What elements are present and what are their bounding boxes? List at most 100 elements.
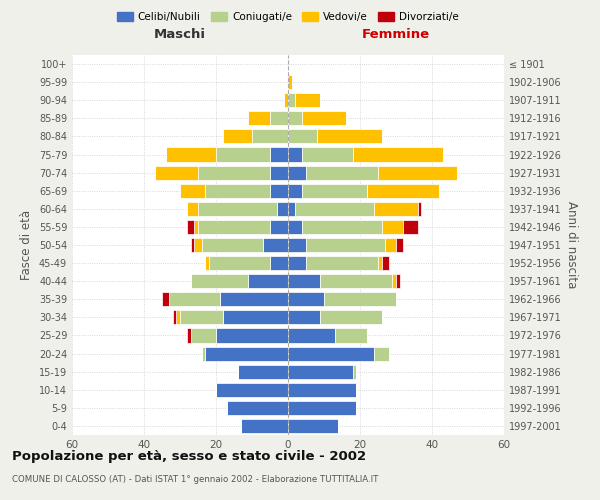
- Bar: [288, 328, 335, 342]
- Bar: [288, 401, 356, 415]
- Bar: [374, 202, 418, 216]
- Bar: [187, 328, 191, 342]
- Bar: [302, 112, 346, 126]
- Bar: [382, 220, 403, 234]
- Bar: [324, 292, 396, 306]
- Bar: [220, 292, 288, 306]
- Bar: [198, 202, 277, 216]
- Bar: [367, 184, 439, 198]
- Bar: [223, 130, 252, 143]
- Bar: [155, 166, 198, 179]
- Bar: [194, 220, 198, 234]
- Bar: [288, 148, 302, 162]
- Bar: [288, 75, 292, 89]
- Bar: [205, 346, 288, 360]
- Bar: [173, 310, 176, 324]
- Bar: [216, 328, 288, 342]
- Bar: [378, 166, 457, 179]
- Bar: [396, 238, 403, 252]
- Bar: [306, 238, 385, 252]
- Bar: [166, 148, 216, 162]
- Bar: [198, 220, 270, 234]
- Bar: [288, 112, 302, 126]
- Bar: [288, 274, 320, 288]
- Y-axis label: Fasce di età: Fasce di età: [20, 210, 33, 280]
- Bar: [248, 274, 288, 288]
- Bar: [187, 202, 198, 216]
- Bar: [252, 130, 288, 143]
- Bar: [320, 274, 392, 288]
- Bar: [288, 220, 302, 234]
- Bar: [288, 166, 306, 179]
- Bar: [335, 328, 367, 342]
- Bar: [191, 328, 216, 342]
- Bar: [191, 274, 248, 288]
- Bar: [288, 364, 353, 378]
- Bar: [374, 346, 389, 360]
- Bar: [270, 256, 288, 270]
- Bar: [295, 93, 320, 108]
- Bar: [209, 256, 270, 270]
- Bar: [392, 274, 396, 288]
- Bar: [270, 220, 288, 234]
- Bar: [277, 202, 288, 216]
- Bar: [288, 184, 302, 198]
- Bar: [205, 256, 209, 270]
- Bar: [248, 112, 270, 126]
- Bar: [385, 238, 396, 252]
- Bar: [378, 256, 382, 270]
- Bar: [306, 166, 378, 179]
- Bar: [223, 310, 288, 324]
- Bar: [180, 184, 205, 198]
- Bar: [302, 148, 353, 162]
- Bar: [288, 292, 324, 306]
- Bar: [191, 238, 194, 252]
- Bar: [317, 130, 382, 143]
- Legend: Celibi/Nubili, Coniugati/e, Vedovi/e, Divorziati/e: Celibi/Nubili, Coniugati/e, Vedovi/e, Di…: [113, 8, 463, 26]
- Bar: [382, 256, 389, 270]
- Bar: [180, 310, 223, 324]
- Bar: [216, 148, 270, 162]
- Bar: [176, 310, 180, 324]
- Text: Femmine: Femmine: [362, 28, 430, 40]
- Bar: [396, 274, 400, 288]
- Bar: [418, 202, 421, 216]
- Bar: [270, 112, 288, 126]
- Bar: [288, 238, 306, 252]
- Bar: [353, 364, 356, 378]
- Bar: [288, 310, 320, 324]
- Bar: [306, 256, 378, 270]
- Bar: [263, 238, 288, 252]
- Text: COMUNE DI CALOSSO (AT) - Dati ISTAT 1° gennaio 2002 - Elaborazione TUTTITALIA.IT: COMUNE DI CALOSSO (AT) - Dati ISTAT 1° g…: [12, 475, 379, 484]
- Y-axis label: Anni di nascita: Anni di nascita: [565, 202, 578, 288]
- Bar: [284, 93, 288, 108]
- Bar: [187, 220, 194, 234]
- Bar: [320, 310, 382, 324]
- Bar: [288, 382, 356, 397]
- Bar: [238, 364, 288, 378]
- Bar: [270, 166, 288, 179]
- Bar: [205, 184, 270, 198]
- Bar: [288, 256, 306, 270]
- Bar: [270, 184, 288, 198]
- Bar: [288, 93, 295, 108]
- Bar: [302, 184, 367, 198]
- Bar: [288, 346, 374, 360]
- Bar: [403, 220, 418, 234]
- Bar: [202, 238, 263, 252]
- Bar: [169, 292, 220, 306]
- Bar: [162, 292, 169, 306]
- Bar: [216, 382, 288, 397]
- Bar: [227, 401, 288, 415]
- Bar: [202, 346, 205, 360]
- Bar: [198, 166, 270, 179]
- Text: Popolazione per età, sesso e stato civile - 2002: Popolazione per età, sesso e stato civil…: [12, 450, 366, 463]
- Bar: [288, 202, 295, 216]
- Bar: [241, 419, 288, 433]
- Text: Maschi: Maschi: [154, 28, 206, 40]
- Bar: [288, 130, 317, 143]
- Bar: [288, 419, 338, 433]
- Bar: [353, 148, 443, 162]
- Bar: [270, 148, 288, 162]
- Bar: [295, 202, 374, 216]
